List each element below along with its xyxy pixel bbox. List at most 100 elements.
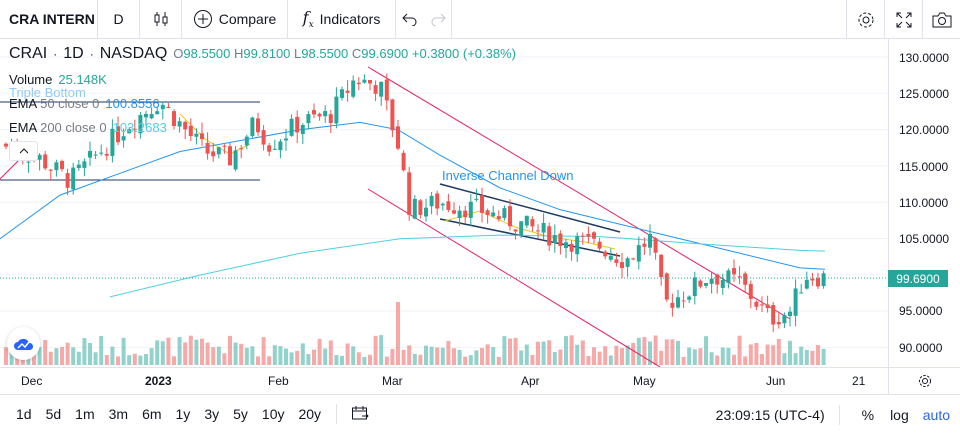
candle-body: [737, 276, 742, 278]
candle-body: [552, 235, 557, 244]
legend-low: 98.5500: [301, 46, 349, 61]
candle-body: [491, 212, 496, 217]
legend-o-key: O: [173, 46, 184, 61]
candle-body: [743, 273, 748, 285]
symbol-search-button[interactable]: CRA INTERN: [0, 0, 98, 39]
candle-body: [222, 145, 227, 147]
candle-body: [317, 113, 322, 117]
fullscreen-button[interactable]: [884, 0, 922, 39]
volume-bar: [132, 353, 137, 365]
chart-type-button[interactable]: [140, 0, 182, 39]
volume-bar: [93, 352, 98, 365]
candle-body: [289, 118, 294, 136]
candle-body: [508, 206, 512, 227]
ema200-line: [109, 234, 826, 298]
indicators-button[interactable]: fx Indicators: [288, 0, 396, 39]
range-1m[interactable]: 1m: [75, 406, 95, 422]
range-3y[interactable]: 3y: [204, 406, 220, 422]
candle-body: [88, 150, 92, 158]
candle-body: [110, 128, 115, 157]
price-tick: 95.0000: [899, 304, 943, 318]
range-1y[interactable]: 1y: [175, 406, 191, 422]
volume-bar: [692, 349, 697, 365]
volume-bar: [765, 344, 770, 365]
percent-toggle[interactable]: %: [861, 406, 875, 423]
candle-body: [82, 161, 87, 168]
volume-bar: [228, 335, 232, 365]
price-chart[interactable]: [0, 39, 888, 367]
range-5d[interactable]: 5d: [45, 406, 62, 422]
candle-body: [776, 322, 781, 325]
candle-body: [793, 288, 798, 316]
volume-bar: [468, 355, 473, 365]
tradingview-logo[interactable]: [7, 327, 40, 360]
candle-body: [177, 121, 182, 127]
date-range-button[interactable]: [345, 405, 375, 424]
snapshot-button[interactable]: [922, 0, 960, 39]
legend-collapse-button[interactable]: [9, 141, 38, 161]
divider: [336, 404, 338, 424]
candle-body: [782, 315, 787, 324]
range-10y[interactable]: 10y: [261, 406, 285, 422]
price-tick: 115.0000: [899, 160, 949, 174]
compare-button[interactable]: Compare: [182, 0, 288, 39]
time-tick: May: [633, 374, 656, 388]
volume-bar: [216, 346, 221, 365]
candle-body: [104, 153, 109, 156]
axis-settings-button[interactable]: [888, 367, 960, 394]
auto-toggle[interactable]: auto: [922, 406, 950, 423]
volume-bar: [474, 350, 479, 365]
range-3m[interactable]: 3m: [108, 406, 129, 422]
volume-bar: [608, 355, 613, 365]
time-axis[interactable]: Dec 2023 Feb Mar Apr May Jun 21: [0, 367, 888, 394]
range-1d[interactable]: 1d: [16, 406, 32, 422]
undo-button[interactable]: [396, 0, 424, 39]
volume-bar: [172, 356, 176, 365]
interval-button[interactable]: D: [98, 0, 140, 39]
candle-body: [575, 236, 580, 255]
candle-body: [116, 126, 120, 143]
time-tick: Jun: [766, 374, 786, 388]
symbol-label: CRA INTERN: [9, 11, 95, 27]
candle-body: [65, 173, 70, 188]
candle-body: [631, 258, 636, 260]
indicator-ema50[interactable]: EMA 50 close 0 100.8556: [9, 96, 160, 111]
clock[interactable]: 23:09:15 (UTC-4): [715, 406, 825, 423]
range-5y[interactable]: 5y: [233, 406, 248, 422]
log-toggle[interactable]: log: [890, 406, 909, 423]
candle-body: [446, 201, 451, 210]
legend-ohlc: O98.5500 H99.8100 L98.5500 C99.6900 +0.3…: [173, 46, 516, 61]
redo-button[interactable]: [424, 0, 452, 39]
candle-body: [788, 311, 792, 316]
candle-body: [732, 268, 736, 275]
candle-body: [502, 208, 507, 219]
candles-icon: [154, 12, 167, 26]
range-6m[interactable]: 6m: [142, 406, 162, 422]
time-tick: Apr: [521, 374, 540, 388]
gear-icon: [858, 12, 873, 27]
volume-bar: [653, 335, 658, 365]
price-axis[interactable]: 130.0000 125.0000 120.0000 115.0000 110.…: [888, 39, 960, 367]
candle-body: [524, 215, 529, 226]
volume-bar: [664, 339, 669, 365]
candle-body: [250, 117, 255, 137]
volume-bar: [121, 337, 126, 365]
candle-body: [580, 235, 585, 237]
indicator-ema200[interactable]: EMA 200 close 0 103.2683: [9, 120, 167, 135]
volume-bar: [648, 341, 652, 365]
candle-body: [239, 148, 244, 150]
volume-bar: [788, 340, 792, 365]
settings-button[interactable]: [846, 0, 884, 39]
price-tick: 130.0000: [899, 51, 950, 65]
volume-bar: [569, 335, 574, 365]
volume-bar: [642, 337, 647, 365]
candle-body: [642, 243, 647, 247]
volume-bar: [592, 347, 596, 365]
candle-body: [278, 141, 283, 151]
indicator-volume[interactable]: Volume 25.148K: [9, 72, 107, 87]
volume-bar: [737, 335, 742, 365]
range-20y[interactable]: 20y: [298, 406, 322, 422]
candle-body: [407, 172, 412, 215]
candle-body: [440, 203, 445, 206]
volume-bar: [782, 353, 787, 365]
